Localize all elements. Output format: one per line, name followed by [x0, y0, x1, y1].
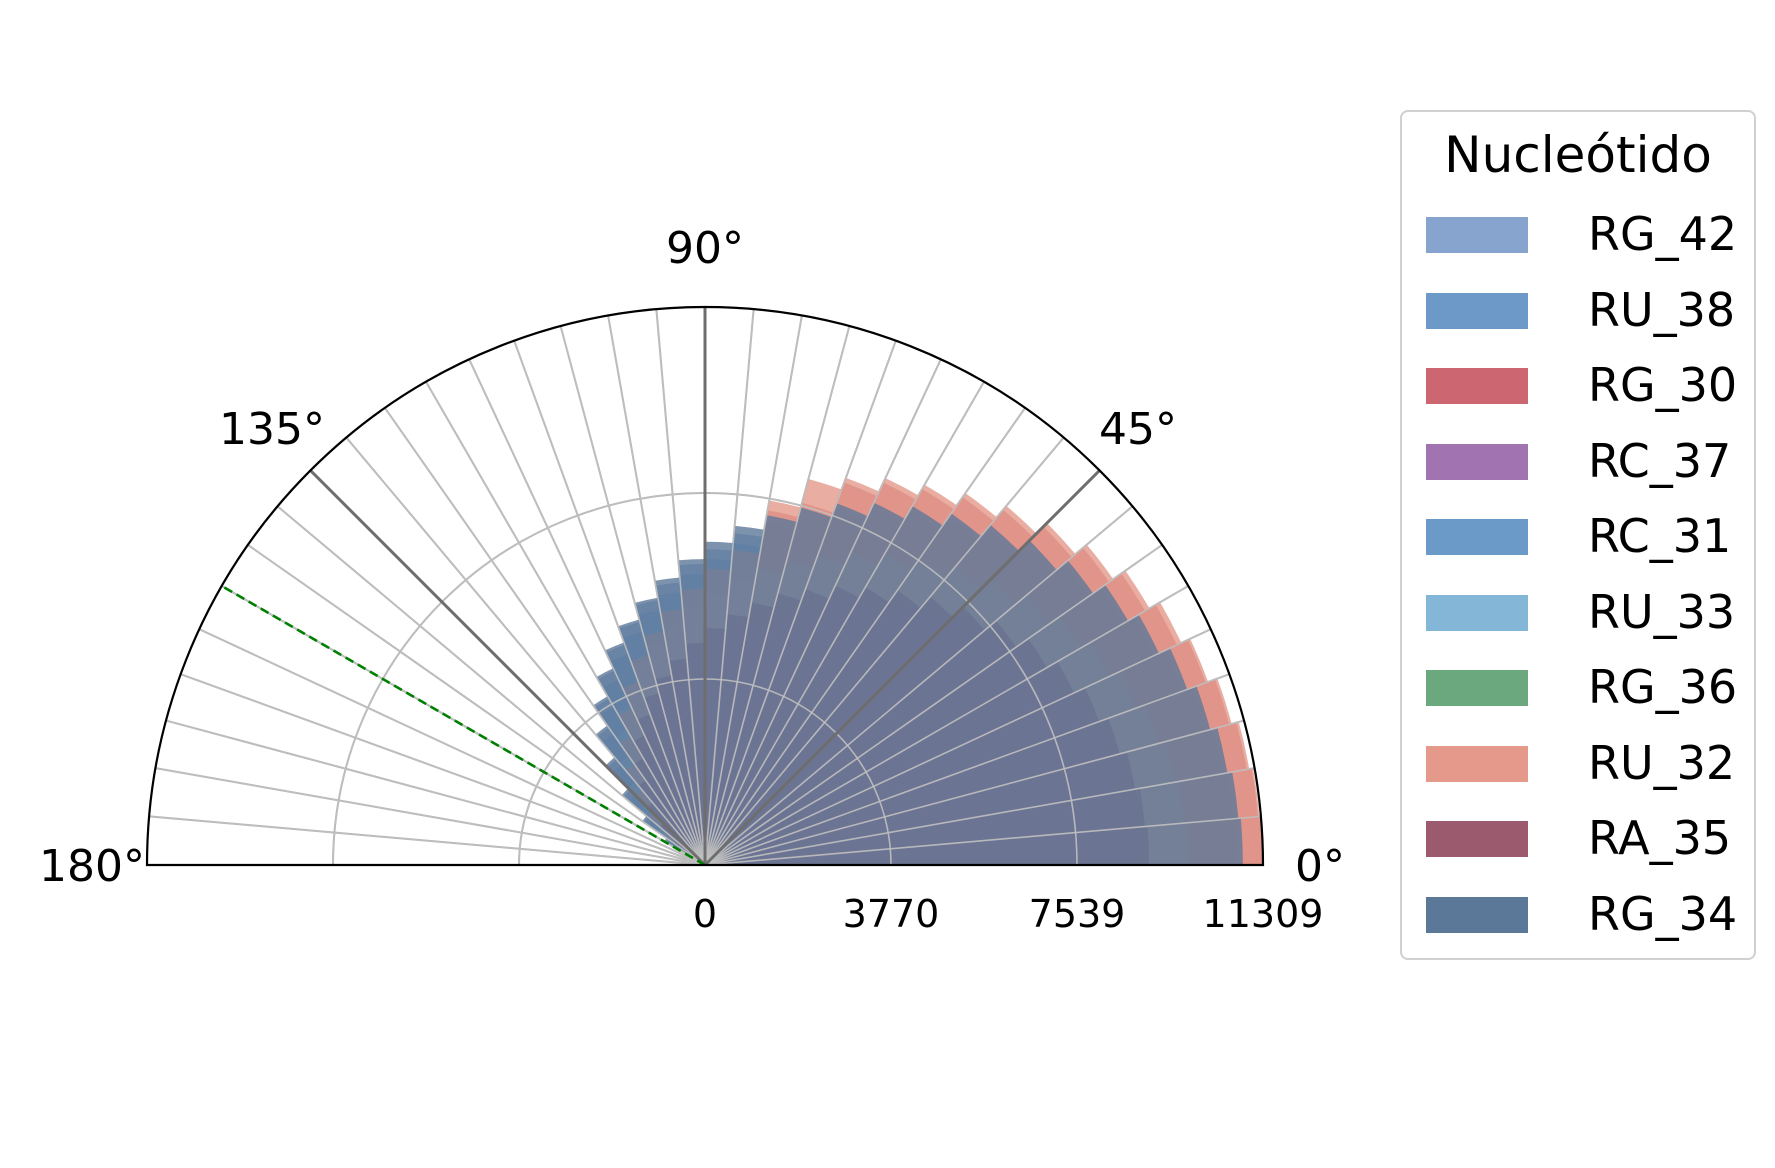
- grid-spoke-overlay: [704, 628, 1212, 866]
- legend: Nucleótido RG_42 RU_38 RG_30 RC_37 RC_31 RU_3…: [1400, 110, 1756, 960]
- legend-label: RG_42: [1588, 207, 1738, 261]
- legend-swatch: [1426, 896, 1528, 933]
- legend-label: RG_34: [1588, 886, 1738, 941]
- radial-tick-label: 11309: [1203, 892, 1324, 936]
- grid-spoke-overlay: [384, 407, 706, 866]
- grid-spoke-overlay: [704, 767, 1255, 866]
- radial-tick-label: 7539: [1029, 892, 1126, 936]
- grid-spoke-overlay: [655, 309, 706, 866]
- grid-spoke-overlay: [425, 381, 706, 866]
- angle-tick-label: 90°: [666, 223, 744, 274]
- grid-spoke-overlay: [345, 437, 706, 866]
- legend-swatch: [1426, 670, 1528, 706]
- major-spoke: [703, 469, 1101, 867]
- grid-spoke-overlay: [704, 358, 942, 866]
- grid-spoke-overlay: [165, 719, 706, 866]
- bar-RG_34: [604, 642, 705, 865]
- grid-spoke-overlay: [704, 437, 1065, 866]
- grid-spoke-overlay: [704, 505, 1133, 866]
- grid-spoke-overlay: [468, 358, 706, 866]
- grid-spoke-overlay: [247, 544, 706, 866]
- reference-line: [221, 584, 706, 867]
- polar-frame: [145, 305, 1265, 867]
- legend-label: RA_35: [1588, 811, 1732, 865]
- bars-layer: [593, 477, 1263, 865]
- grid-spoke-overlay: [607, 315, 706, 866]
- legend-label: RU_38: [1588, 282, 1736, 337]
- bar-RG_34: [705, 614, 1159, 865]
- grid-spoke-overlay: [180, 673, 706, 866]
- legend-swatch: [1426, 745, 1528, 782]
- overlay-layer: [145, 305, 1265, 867]
- bar-RG_34: [705, 648, 1188, 865]
- grid-spoke-overlay: [704, 585, 1189, 866]
- bar-RG_34: [596, 668, 705, 865]
- grid-spoke-overlay: [704, 544, 1163, 866]
- grid-spoke-overlay: [277, 505, 706, 866]
- grid-spoke-overlay: [559, 325, 706, 866]
- bar-RG_34: [705, 507, 832, 865]
- bar-RG_34: [705, 524, 1020, 865]
- grid-spoke-overlay: [704, 325, 851, 866]
- grid-spoke-overlay: [704, 340, 897, 866]
- bar-RG_34: [705, 540, 1057, 865]
- legend-label: RC_37: [1588, 433, 1732, 488]
- grid-spoke-overlay: [704, 407, 1026, 866]
- legend-label: RC_31: [1588, 509, 1732, 563]
- labels-layer: 0° 45° 90° 135° 180° 0 3770 7539 11309: [39, 223, 1345, 936]
- legend-swatch: [1426, 443, 1528, 480]
- bar-RG_34: [705, 502, 905, 865]
- radial-tick-label: 0: [693, 892, 717, 936]
- legend-swatch: [1426, 821, 1528, 857]
- grid-spoke-overlay: [704, 381, 985, 866]
- legend-swatch: [1426, 292, 1528, 329]
- bar-RG_34: [705, 560, 1094, 865]
- angle-tick-label: 180°: [39, 841, 145, 892]
- legend-swatch: [1426, 368, 1528, 404]
- legend-label: RG_30: [1588, 358, 1738, 412]
- polar-chart: 0° 45° 90° 135° 180° 0 3770 7539 11309: [39, 223, 1345, 936]
- grid-spoke-overlay: [704, 315, 803, 866]
- radial-tick-label: 3770: [843, 892, 940, 936]
- bar-RG_34: [705, 513, 981, 865]
- legend-label: RG_36: [1588, 660, 1738, 714]
- legend-label: RU_32: [1588, 735, 1736, 790]
- angle-tick-label: 45°: [1099, 404, 1177, 455]
- bar-RG_34: [705, 686, 1211, 865]
- grid-spoke-overlay: [704, 815, 1261, 866]
- legend-label: RU_33: [1588, 584, 1736, 639]
- angle-tick-label: 0°: [1295, 841, 1345, 892]
- major-spoke: [309, 469, 707, 867]
- angle-tick-label: 135°: [219, 404, 325, 455]
- bar-RG_34: [705, 506, 943, 865]
- grid-spoke-overlay: [513, 340, 706, 866]
- bar-RG_34: [595, 725, 705, 865]
- legend-swatch: [1426, 217, 1528, 253]
- grid-spoke-overlay: [198, 628, 706, 866]
- bar-RG_34: [705, 584, 1129, 865]
- bar-RG_34: [593, 696, 705, 865]
- grid-spoke-overlay: [155, 767, 706, 866]
- legend-swatch: [1426, 519, 1528, 555]
- grid-spoke-overlay: [149, 815, 706, 866]
- grid-spoke-overlay: [704, 673, 1230, 866]
- legend-title: Nucleótido: [1444, 126, 1712, 184]
- legend-swatch: [1426, 594, 1528, 631]
- bar-RG_34: [705, 503, 868, 865]
- grid-spoke-overlay: [704, 719, 1245, 866]
- grid-spoke-overlay: [704, 309, 755, 866]
